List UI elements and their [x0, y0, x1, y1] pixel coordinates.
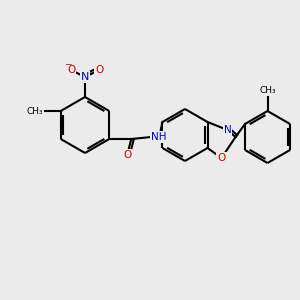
Text: CH₃: CH₃ — [259, 86, 276, 95]
Text: O: O — [123, 150, 131, 160]
Text: CH₃: CH₃ — [26, 106, 43, 116]
Text: O: O — [218, 153, 226, 163]
Text: −: − — [64, 59, 72, 68]
Text: NH: NH — [151, 132, 167, 142]
Text: O: O — [95, 65, 103, 75]
Text: O: O — [67, 65, 75, 75]
Text: N: N — [81, 72, 89, 82]
Text: N: N — [224, 125, 231, 135]
